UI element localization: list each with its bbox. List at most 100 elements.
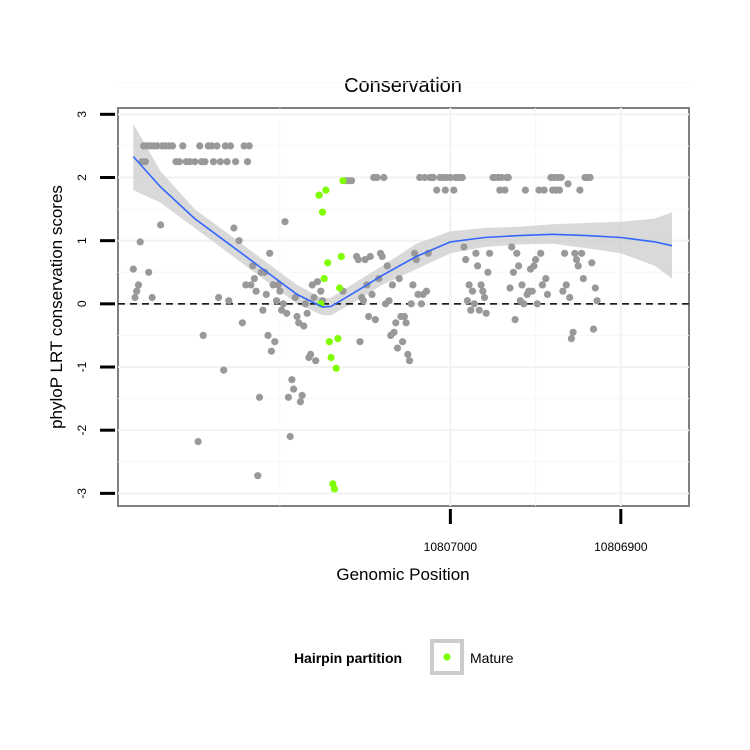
point-other — [141, 158, 149, 166]
point-other — [533, 300, 541, 308]
point-other — [402, 319, 410, 327]
x-tick-label: 10806900 — [594, 540, 648, 554]
y-axis: -3 -2 -1 0 1 2 3 — [75, 111, 115, 499]
legend-title: Hairpin partition — [294, 650, 402, 666]
point-other — [511, 316, 519, 324]
point-other — [407, 300, 415, 308]
point-other — [421, 173, 429, 182]
plot-panel — [117, 82, 690, 507]
x-axis: 10807000 10806900 — [424, 509, 648, 554]
point-other — [293, 312, 301, 321]
point-other — [223, 158, 231, 166]
point-other — [317, 287, 325, 295]
point-other — [557, 173, 565, 182]
point-other — [226, 142, 235, 150]
point-other — [301, 300, 310, 308]
point-other — [310, 293, 318, 302]
point-other — [504, 173, 512, 182]
point-other — [354, 256, 362, 264]
point-other — [591, 284, 599, 292]
point-other — [136, 238, 144, 246]
point-other — [501, 186, 509, 194]
point-other — [566, 293, 574, 302]
point-other — [279, 300, 287, 308]
point-other — [371, 316, 379, 324]
point-other — [378, 252, 386, 261]
point-other — [194, 438, 202, 446]
point-other — [129, 265, 137, 273]
point-other — [509, 268, 517, 276]
point-other — [555, 186, 564, 194]
point-mature — [332, 364, 340, 372]
point-other — [559, 287, 567, 295]
point-other — [388, 281, 396, 289]
point-other — [286, 432, 294, 441]
point-other — [472, 249, 480, 257]
point-other — [518, 281, 526, 289]
point-other — [496, 186, 504, 194]
point-other — [465, 281, 473, 289]
point-other — [569, 328, 577, 336]
point-other — [463, 297, 471, 305]
point-mature — [336, 284, 344, 292]
point-other — [460, 243, 468, 251]
point-other — [359, 297, 367, 305]
point-other — [281, 218, 289, 226]
point-other — [269, 281, 277, 289]
point-other — [283, 309, 291, 317]
point-other — [513, 249, 521, 257]
point-other — [235, 237, 243, 245]
point-other — [520, 300, 528, 308]
point-other — [543, 290, 552, 298]
point-other — [134, 281, 143, 289]
point-other — [361, 256, 369, 264]
point-other — [470, 300, 478, 308]
point-other — [373, 173, 381, 182]
point-other — [356, 338, 364, 346]
point-other — [383, 262, 391, 270]
y-tick-label: 3 — [75, 111, 89, 118]
point-other — [417, 300, 425, 308]
point-other — [272, 297, 281, 305]
point-other — [240, 142, 248, 150]
confidence-band-area — [133, 123, 673, 316]
y-tick-label: -2 — [75, 425, 89, 436]
legend-key-mature — [443, 653, 451, 661]
point-mature — [320, 275, 328, 283]
point-other — [131, 293, 139, 302]
point-other — [220, 366, 228, 374]
point-other — [467, 306, 475, 314]
point-other — [450, 186, 458, 194]
point-other — [414, 290, 422, 298]
confidence-band — [133, 123, 673, 316]
x-tick-label: 10807000 — [424, 540, 478, 554]
point-other — [230, 224, 238, 232]
point-other — [247, 281, 255, 289]
point-other — [232, 158, 240, 166]
point-other — [395, 275, 403, 283]
point-other — [365, 312, 373, 321]
point-other — [484, 268, 492, 276]
point-other — [535, 186, 543, 194]
point-other — [567, 335, 576, 343]
smooth-curve — [132, 156, 673, 308]
point-other — [446, 173, 454, 182]
legend: Hairpin partition Mature — [294, 639, 514, 675]
point-other — [497, 173, 506, 182]
point-other — [578, 249, 586, 257]
point-other — [411, 249, 419, 257]
point-other — [347, 177, 356, 185]
point-other — [288, 376, 296, 384]
point-other — [245, 142, 253, 150]
point-other — [380, 173, 388, 182]
point-other — [201, 158, 209, 166]
point-other — [479, 287, 487, 295]
point-other — [255, 393, 264, 401]
point-other — [153, 142, 161, 150]
point-other — [593, 297, 601, 305]
point-other — [589, 325, 598, 333]
point-other — [562, 281, 570, 289]
point-other — [392, 319, 400, 327]
point-other — [284, 393, 292, 401]
point-other — [538, 281, 547, 289]
